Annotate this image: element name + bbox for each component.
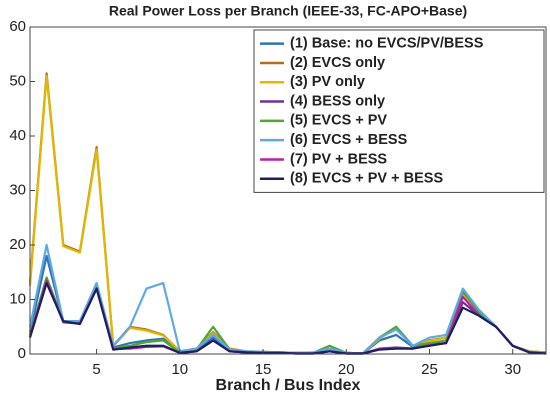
x-tick-label: 20 [338, 361, 355, 378]
series-line [28, 282, 547, 355]
x-tick-label: 10 [171, 361, 188, 378]
chart-title: Real Power Loss per Branch (IEEE-33, FC-… [109, 3, 467, 19]
legend-label: (5) EVCS + PV [290, 113, 387, 129]
plot-area [28, 72, 547, 355]
x-tick-label: 5 [92, 361, 100, 378]
legend-label: (1) Base: no EVCS/PV/BESS [290, 35, 484, 51]
y-tick-label: 50 [9, 72, 26, 89]
legend-label: (4) BESS only [290, 93, 385, 109]
legend-label: (2) EVCS only [290, 55, 385, 71]
x-axis-label: Branch / Bus Index [216, 377, 361, 394]
x-tick-label: 25 [421, 361, 438, 378]
series-line [28, 279, 547, 355]
y-tick-label: 10 [9, 290, 26, 307]
legend-label: (7) PV + BESS [290, 151, 387, 167]
y-tick-label: 30 [9, 181, 26, 198]
x-tick-label: 15 [255, 361, 272, 378]
legend-label: (6) EVCS + BESS [290, 132, 408, 148]
y-tick-label: 0 [18, 345, 26, 362]
y-tick-label: 20 [9, 236, 26, 253]
x-tick-label: 30 [504, 361, 521, 378]
legend-box [253, 29, 545, 193]
y-tick-label: 40 [9, 127, 26, 144]
legend-label: (3) PV only [290, 74, 365, 90]
legend-label: (8) EVCS + PV + BESS [290, 171, 443, 187]
y-tick-label: 60 [9, 18, 26, 35]
